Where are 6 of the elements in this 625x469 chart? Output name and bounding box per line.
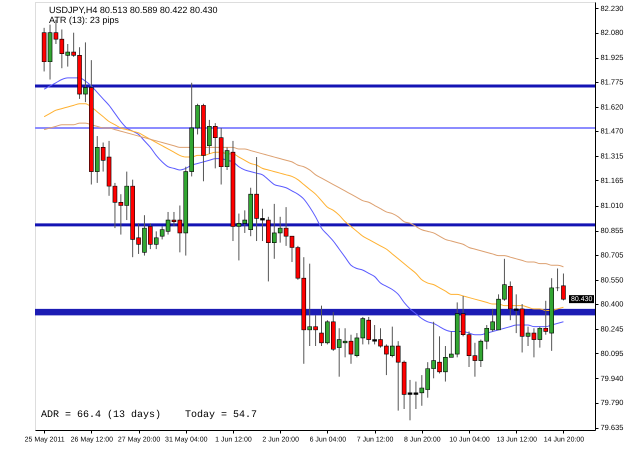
line-series [44,103,564,311]
line-series [44,122,564,268]
annotation: USDJPY,H4 80.513 80.589 80.422 80.430 [49,5,218,15]
annotation: Today = 54.7 [185,409,258,421]
annotation: ATR (13): 23 pips [49,15,120,25]
annotation: ADR = 66.4 (13 days) [41,409,162,421]
